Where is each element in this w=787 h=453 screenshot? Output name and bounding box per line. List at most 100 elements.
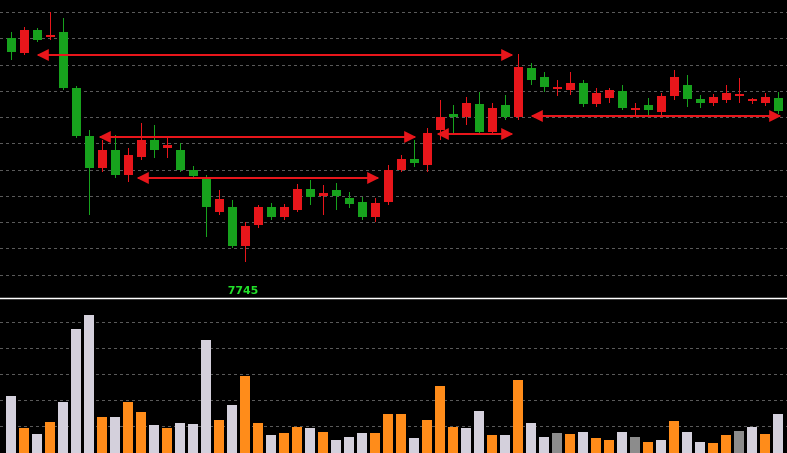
candle-body [241,226,250,246]
candle-body [592,93,601,104]
candle-body [176,150,185,170]
candle-body [267,207,276,217]
volume-bar [214,420,224,453]
candle-body [644,105,653,110]
candle-body [709,97,718,103]
candle-body [137,140,146,157]
candle-body [566,83,575,90]
candle-body [98,150,107,168]
candle-body [384,170,393,202]
volume-bar [19,428,29,453]
volume-bar [669,421,679,453]
volume-bar [773,414,783,453]
volume-bar [565,434,575,453]
candle-body [306,189,315,197]
candle-body [228,207,237,246]
candle-body [358,202,367,217]
volume-bar [383,414,393,453]
volume-bar [227,405,237,453]
candle-body [683,85,692,99]
volume-bar [253,423,263,453]
volume-bar [409,438,419,453]
volume-bar [279,433,289,453]
candle-body [46,35,55,37]
volume-bar [84,315,94,453]
volume-bar [240,376,250,453]
grid-layer [0,12,787,427]
volume-bar [97,417,107,453]
volume-bar [136,412,146,453]
volume-bar [747,427,757,453]
volume-bar [539,437,549,453]
candle-body [449,114,458,117]
candle-body [33,30,42,40]
volume-bar [656,440,666,453]
candle-body [722,93,731,100]
volume-bar [630,437,640,453]
candle-body [150,140,159,150]
volume-bar [474,411,484,453]
volume-bar [201,340,211,453]
volume-bar [500,435,510,453]
volume-bar [188,424,198,453]
candle-body [735,94,744,96]
mark-layer [6,12,783,453]
volume-bar [357,433,367,453]
volume-bar [760,434,770,453]
candle-body [774,98,783,111]
candle-body [371,203,380,217]
candle-body [319,193,328,196]
volume-bar [175,423,185,453]
volume-bar [552,433,562,453]
candle-body [475,104,484,132]
volume-bar [370,433,380,453]
volume-bar [58,402,68,453]
candle-body [280,207,289,217]
volume-bar [149,425,159,453]
candle-body [488,108,497,132]
volume-bar [682,432,692,453]
candle-body [111,150,120,175]
candle-body [85,136,94,168]
volume-bar [123,402,133,453]
volume-bar [6,396,16,453]
volume-bar [110,417,120,453]
candle-body [605,90,614,98]
volume-bar [721,435,731,453]
candle-body [631,108,640,110]
candle-body [761,97,770,103]
volume-bar [266,435,276,453]
volume-bar [604,440,614,453]
candle-body [410,159,419,163]
candle-body [423,133,432,165]
candle-body [618,91,627,108]
candle-body [215,199,224,212]
volume-bar [162,428,172,453]
candle-body [7,38,16,52]
volume-bar [643,442,653,453]
candle-body [72,88,81,136]
volume-bar [448,427,458,453]
volume-bar [318,432,328,453]
candle-body [332,190,341,196]
candle-body [163,145,172,148]
candle-body [462,103,471,117]
volume-bar [292,427,302,453]
volume-bar [526,423,536,453]
volume-bar [305,428,315,453]
volume-bar [32,434,42,453]
candle-body [514,67,523,117]
candle-body [670,77,679,96]
candle-body [579,83,588,104]
volume-bar [422,420,432,453]
range-arrows [36,49,782,184]
volume-bar [71,329,81,453]
volume-bar [331,440,341,453]
candle-body [397,159,406,170]
candle-body [657,96,666,112]
candle-body [553,87,562,89]
candle-body [59,32,68,88]
candle-body [748,99,757,101]
